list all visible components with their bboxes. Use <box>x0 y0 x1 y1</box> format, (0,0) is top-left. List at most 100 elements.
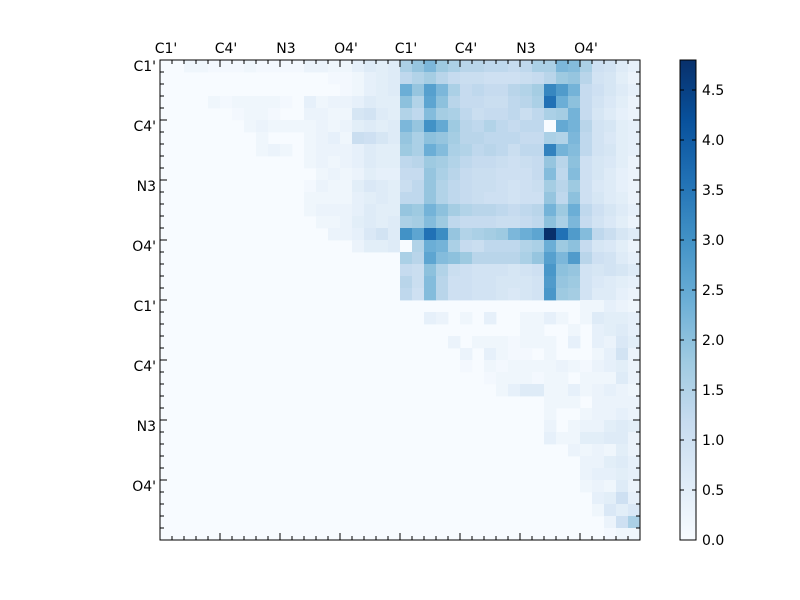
heatmap-cell <box>412 264 425 277</box>
heatmap-cell <box>520 276 533 289</box>
heatmap-cell <box>628 240 641 253</box>
heatmap-cell <box>424 228 437 241</box>
heatmap-cell <box>628 276 641 289</box>
heatmap-cell <box>184 60 197 73</box>
heatmap-cell <box>508 348 521 361</box>
heatmap-cell <box>364 96 377 109</box>
heatmap-cell <box>568 324 581 337</box>
heatmap-cell <box>496 132 509 145</box>
heatmap-cell <box>592 384 605 397</box>
heatmap-cell <box>616 456 629 469</box>
heatmap-cell <box>592 432 605 445</box>
heatmap-cell <box>472 108 485 121</box>
heatmap-cell <box>628 144 641 157</box>
heatmap-cell <box>628 156 641 169</box>
heatmap-cell <box>532 384 545 397</box>
heatmap-cell <box>592 84 605 97</box>
heatmap-cell <box>460 276 473 289</box>
heatmap-cell <box>568 444 581 457</box>
heatmap-cell <box>592 360 605 373</box>
heatmap-cell <box>568 72 581 85</box>
heatmap-cell <box>484 312 497 325</box>
heatmap-cell <box>472 168 485 181</box>
heatmap-cell <box>340 144 353 157</box>
heatmap-cell <box>328 156 341 169</box>
heatmap-cell <box>544 312 557 325</box>
heatmap-cell <box>328 216 341 229</box>
heatmap-cell <box>556 84 569 97</box>
heatmap-cell <box>460 312 473 325</box>
x-tick-label: C4' <box>215 41 238 57</box>
heatmap-cell <box>568 168 581 181</box>
heatmap-cell <box>424 180 437 193</box>
heatmap-cell <box>376 192 389 205</box>
heatmap-cell <box>544 252 557 265</box>
heatmap-cell <box>616 180 629 193</box>
heatmap-cell <box>604 132 617 145</box>
heatmap-cell <box>604 504 617 517</box>
heatmap-cell <box>448 60 461 73</box>
heatmap-cell <box>532 324 545 337</box>
heatmap-cell <box>460 108 473 121</box>
heatmap-cell <box>580 384 593 397</box>
heatmap-cell <box>580 456 593 469</box>
heatmap-cell <box>460 60 473 73</box>
heatmap-cell <box>472 240 485 253</box>
heatmap-cell <box>616 228 629 241</box>
heatmap-cell <box>484 84 497 97</box>
heatmap-cell <box>628 360 641 373</box>
heatmap-cell <box>532 204 545 217</box>
heatmap-cell <box>508 120 521 133</box>
heatmap-cell <box>424 312 437 325</box>
heatmap-cell <box>376 84 389 97</box>
heatmap-cell <box>628 216 641 229</box>
x-tick-label: N3 <box>276 41 295 57</box>
heatmap-cell <box>616 276 629 289</box>
heatmap-cell <box>352 180 365 193</box>
heatmap-cell <box>616 396 629 409</box>
heatmap-cell <box>376 228 389 241</box>
heatmap-cell <box>316 96 329 109</box>
heatmap-cell <box>628 228 641 241</box>
heatmap-cell <box>604 60 617 73</box>
heatmap-cell <box>604 84 617 97</box>
heatmap-cell <box>352 204 365 217</box>
heatmap-cell <box>328 192 341 205</box>
heatmap-cell <box>352 72 365 85</box>
heatmap-cell <box>448 264 461 277</box>
heatmap-cell <box>532 60 545 73</box>
heatmap-cell <box>604 252 617 265</box>
heatmap-cell <box>448 252 461 265</box>
heatmap-cell <box>532 72 545 85</box>
heatmap-cell <box>604 348 617 361</box>
heatmap-cell <box>520 324 533 337</box>
heatmap-cell <box>628 312 641 325</box>
heatmap-cell <box>436 120 449 133</box>
heatmap-cell <box>448 216 461 229</box>
heatmap-cell <box>496 144 509 157</box>
heatmap-cell <box>520 96 533 109</box>
heatmap-cell <box>556 60 569 73</box>
heatmap-cell <box>400 120 413 133</box>
heatmap-cell <box>448 96 461 109</box>
heatmap-cell <box>400 288 413 301</box>
heatmap-frame <box>159 59 641 541</box>
heatmap-cell <box>544 348 557 361</box>
heatmap-cell <box>508 132 521 145</box>
heatmap-cell <box>352 144 365 157</box>
heatmap-cell <box>340 216 353 229</box>
heatmap-cell <box>556 204 569 217</box>
heatmap-cell <box>544 432 557 445</box>
heatmap-cell <box>208 96 221 109</box>
x-tick-label: N3 <box>516 41 535 57</box>
heatmap-cell <box>496 252 509 265</box>
heatmap-cell <box>544 60 557 73</box>
heatmap-cell <box>520 216 533 229</box>
heatmap-cell <box>616 348 629 361</box>
heatmap-cell <box>304 156 317 169</box>
heatmap-cell <box>520 132 533 145</box>
heatmap-cell <box>628 468 641 481</box>
heatmap-cell <box>628 480 641 493</box>
heatmap-cell <box>592 264 605 277</box>
heatmap-cell <box>400 180 413 193</box>
